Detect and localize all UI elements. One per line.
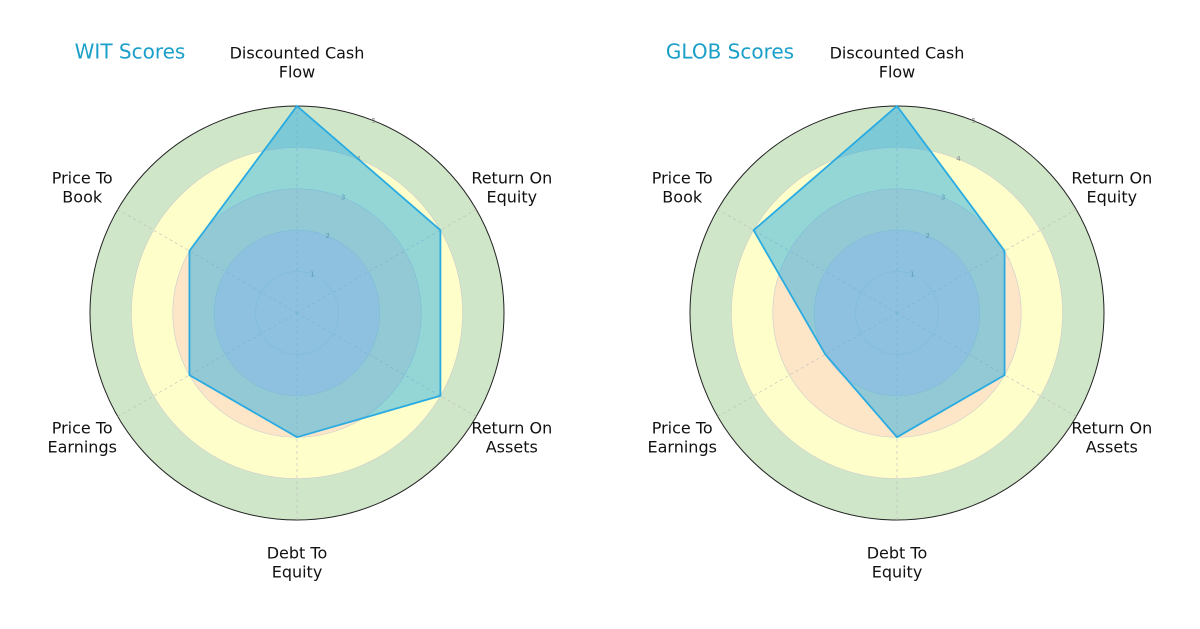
r-tick-label: 4 <box>956 155 961 163</box>
r-tick-label: 5 <box>972 117 976 125</box>
category-label: Discounted Cash Flow <box>230 43 365 81</box>
category-label: Price To Earnings <box>48 418 117 456</box>
category-label: Price To Earnings <box>648 418 717 456</box>
category-label: Return On Equity <box>471 168 552 206</box>
category-label: Return On Assets <box>471 418 552 456</box>
score-area <box>188 104 442 439</box>
chart-title: GLOB Scores <box>666 40 794 64</box>
category-label: Debt To Equity <box>267 543 328 581</box>
chart-title: WIT Scores <box>75 40 186 64</box>
category-label: Price To Book <box>52 168 113 206</box>
category-label: Price To Book <box>652 168 713 206</box>
category-label: Debt To Equity <box>867 543 928 581</box>
category-label: Return On Assets <box>1071 418 1152 456</box>
spoke <box>717 312 898 417</box>
score-area <box>752 104 1006 439</box>
category-label: Return On Equity <box>1071 168 1152 206</box>
r-tick-label: 5 <box>372 117 376 125</box>
category-label: Discounted Cash Flow <box>830 43 965 81</box>
